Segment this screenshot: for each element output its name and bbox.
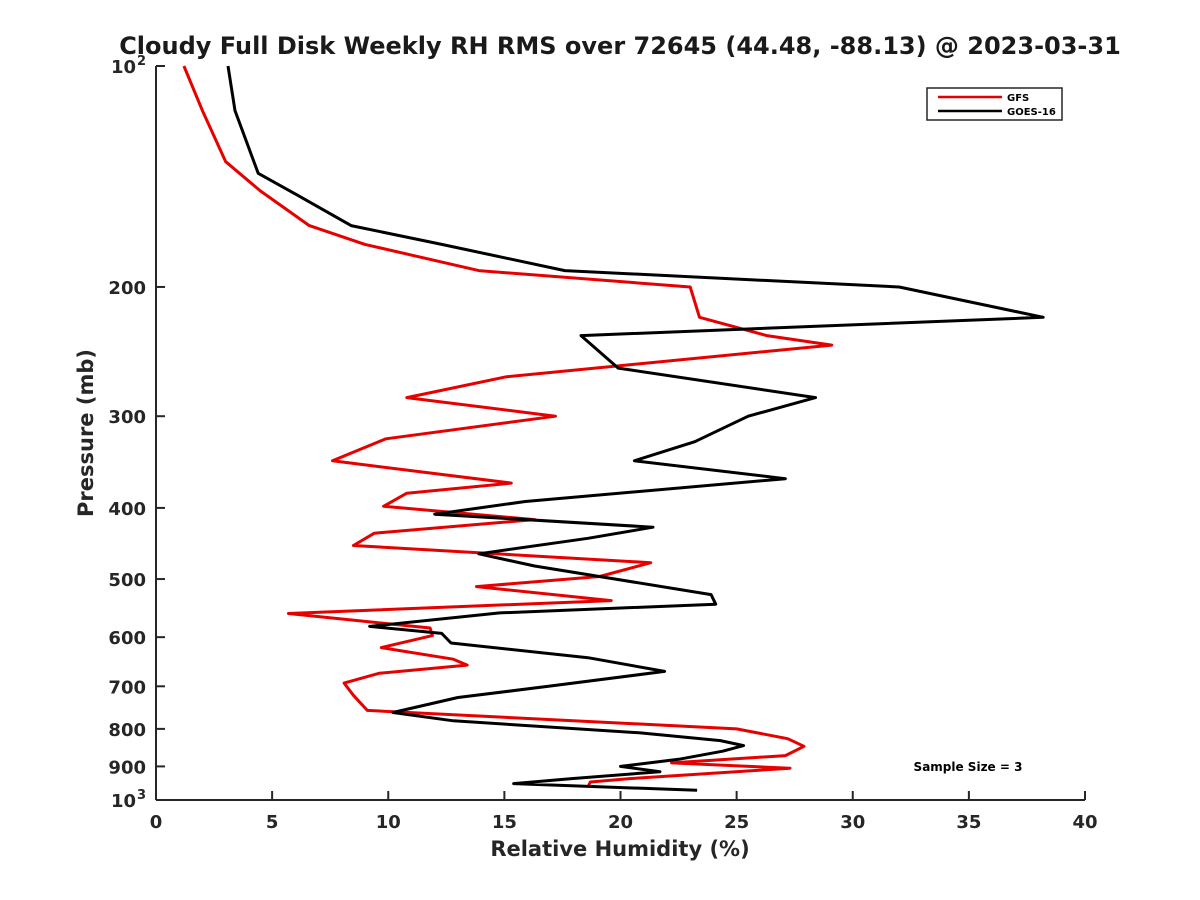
y-tick-label: 900: [108, 757, 146, 778]
x-tick-label: 0: [150, 812, 163, 833]
y-tick-label: 500: [108, 570, 146, 591]
y-axis-label: Pressure (mb): [74, 349, 98, 517]
x-axis-label: Relative Humidity (%): [490, 837, 749, 861]
legend-box: [926, 87, 1063, 121]
x-tick-label: 30: [840, 812, 865, 833]
legend-label-goes16: GOES-16: [1007, 107, 1056, 118]
y-tick-label: 400: [108, 499, 146, 520]
y-tick-label: 10: [111, 791, 136, 812]
y-tick-label: 600: [108, 628, 146, 649]
y-tick-label: 10: [111, 57, 136, 78]
x-tick-label: 15: [492, 812, 517, 833]
x-tick-label: 35: [956, 812, 981, 833]
y-tick-exponent: 3: [137, 788, 146, 803]
x-tick-label: 20: [608, 812, 633, 833]
y-tick-label: 200: [108, 278, 146, 299]
x-tick-label: 10: [376, 812, 401, 833]
chart-title: Cloudy Full Disk Weekly RH RMS over 7264…: [119, 32, 1121, 60]
series-layer: [182, 65, 1045, 792]
x-tick-label: 5: [266, 812, 279, 833]
legend-label-gfs: GFS: [1007, 93, 1029, 104]
series-line-gfs: [182, 65, 834, 788]
series-line-goes16: [226, 65, 1045, 792]
y-tick-label: 300: [108, 407, 146, 428]
axis-frame: [155, 66, 1085, 801]
y-tick-label: 700: [108, 677, 146, 698]
sample-size-annotation: Sample Size = 3: [914, 760, 1023, 774]
x-tick-label: 40: [1072, 812, 1097, 833]
y-tick-exponent: 2: [137, 54, 146, 69]
x-axis-ticks: 0 5 10 15 20 25 30 35 40: [150, 791, 1098, 833]
y-tick-label: 800: [108, 720, 146, 741]
axes: [155, 66, 1085, 801]
x-tick-label: 25: [724, 812, 749, 833]
legend: GFS GOES-16: [926, 87, 1063, 121]
